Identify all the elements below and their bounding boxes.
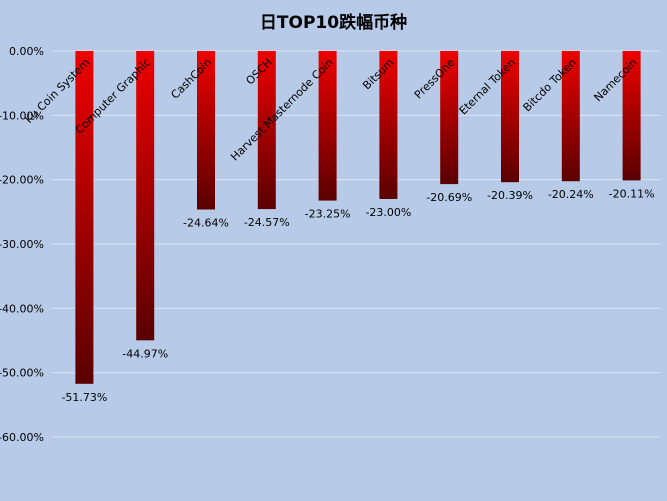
data-label: -51.73% <box>61 391 107 404</box>
bar <box>257 51 276 210</box>
bar <box>197 51 215 210</box>
data-label: -20.69% <box>426 191 472 204</box>
y-tick-label: -60.00% <box>0 431 44 444</box>
chart-title: 日TOP10跌幅币种 <box>259 13 408 33</box>
data-label: -44.97% <box>122 347 168 360</box>
bar <box>318 51 337 201</box>
y-tick-label: -10.00% <box>0 109 44 122</box>
bar <box>561 51 580 182</box>
data-label: -20.24% <box>548 188 594 201</box>
bar <box>379 51 398 199</box>
data-label: -23.25% <box>305 208 351 221</box>
y-tick-label: -20.00% <box>0 174 44 187</box>
y-tick-label: 0.00% <box>9 45 44 58</box>
data-label: -24.64% <box>183 217 229 230</box>
y-tick-label: -30.00% <box>0 238 44 251</box>
bar <box>440 51 459 185</box>
bar <box>75 51 94 384</box>
y-tick-label: -50.00% <box>0 367 44 380</box>
data-label: -23.00% <box>365 206 411 219</box>
y-tick-label: -40.00% <box>0 302 44 315</box>
bar <box>622 51 641 181</box>
data-label: -20.11% <box>609 187 655 200</box>
data-label: -24.57% <box>244 216 290 229</box>
data-label: -20.39% <box>487 189 533 202</box>
bar <box>501 51 519 183</box>
bar <box>136 51 155 341</box>
